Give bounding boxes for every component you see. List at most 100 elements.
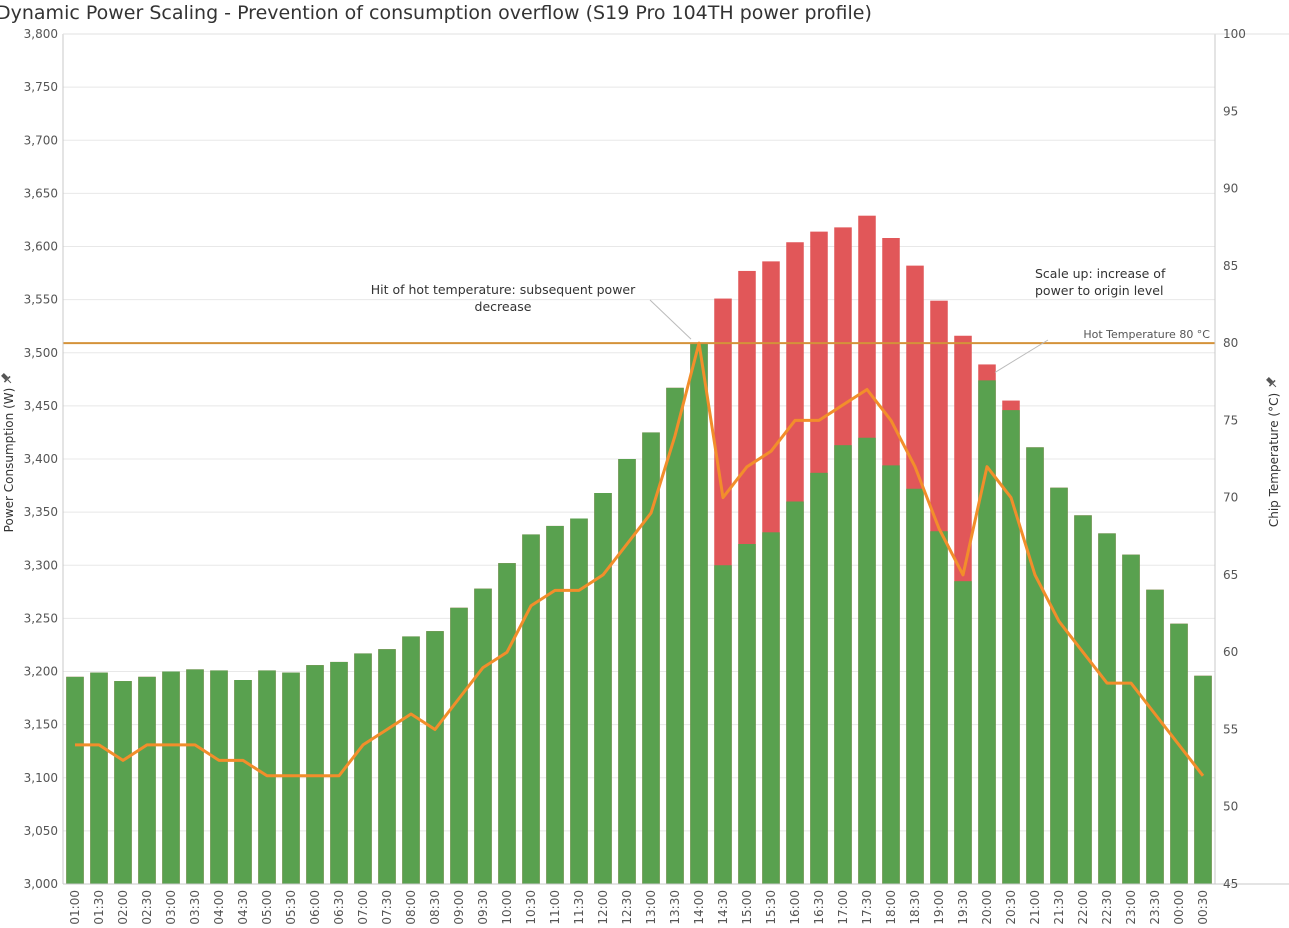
y2-axis-pin-icon[interactable] bbox=[1265, 376, 1279, 390]
scaled-power-bar bbox=[210, 670, 228, 884]
y2-tick-label: 65 bbox=[1223, 568, 1238, 582]
x-tick-label: 07:00 bbox=[356, 890, 370, 925]
y-tick-label: 3,650 bbox=[24, 186, 58, 200]
scaled-power-bar bbox=[1026, 447, 1044, 884]
x-tick-label: 02:30 bbox=[140, 890, 154, 925]
scaled-power-bar bbox=[114, 681, 132, 884]
x-tick-label: 10:00 bbox=[500, 890, 514, 925]
x-tick-label: 20:30 bbox=[1004, 890, 1018, 925]
annotation-hot-hit-leader bbox=[649, 299, 692, 340]
y-tick-label: 3,300 bbox=[24, 558, 58, 572]
scaled-power-bar bbox=[570, 518, 588, 884]
x-tick-label: 19:30 bbox=[956, 890, 970, 925]
x-tick-label: 23:00 bbox=[1124, 890, 1138, 925]
scaled-power-bar bbox=[498, 563, 516, 884]
scaled-power-bar bbox=[762, 532, 780, 884]
x-tick-label: 13:00 bbox=[644, 890, 658, 925]
x-tick-label: 04:00 bbox=[212, 890, 226, 925]
scaled-power-bar bbox=[882, 465, 900, 884]
y-tick-label: 3,200 bbox=[24, 665, 58, 679]
x-tick-label: 04:30 bbox=[236, 890, 250, 925]
scaled-power-bar bbox=[546, 525, 564, 884]
y2-tick-label: 85 bbox=[1223, 259, 1238, 273]
x-tick-label: 18:30 bbox=[908, 890, 922, 925]
y-axis-pin-icon[interactable] bbox=[0, 372, 14, 386]
scaled-power-bar bbox=[234, 680, 252, 884]
y-tick-label: 3,100 bbox=[24, 771, 58, 785]
scaled-power-bar bbox=[786, 501, 804, 884]
x-tick-label: 14:30 bbox=[716, 890, 730, 925]
annotation-hot-hit-line1: Hit of hot temperature: subsequent power bbox=[371, 282, 636, 297]
x-tick-label: 12:30 bbox=[620, 890, 634, 925]
x-tick-label: 19:00 bbox=[932, 890, 946, 925]
scaled-power-bar bbox=[186, 669, 204, 884]
x-tick-label: 21:30 bbox=[1052, 890, 1066, 925]
x-tick-label: 11:30 bbox=[572, 890, 586, 925]
x-tick-label: 06:30 bbox=[332, 890, 346, 925]
x-tick-label: 17:00 bbox=[836, 890, 850, 925]
x-tick-label: 01:00 bbox=[68, 890, 82, 925]
scaled-power-bar bbox=[162, 671, 180, 884]
scaled-power-bar bbox=[378, 649, 396, 884]
x-tick-label: 01:30 bbox=[92, 890, 106, 925]
scaled-power-bar bbox=[402, 636, 420, 884]
scaled-power-bar bbox=[906, 488, 924, 884]
scaled-power-bar bbox=[1194, 675, 1212, 884]
x-tick-label: 08:00 bbox=[404, 890, 418, 925]
x-axis-ticks: 01:00 01:30 02:00 02:30 03:00 03:30 04:00 04:30… bbox=[68, 890, 1210, 925]
scaled-power-bar bbox=[810, 472, 828, 884]
scaled-power-bar bbox=[426, 631, 444, 884]
x-tick-label: 02:00 bbox=[116, 890, 130, 925]
scaled-power-bar bbox=[1074, 515, 1092, 884]
y2-tick-label: 50 bbox=[1223, 800, 1238, 814]
x-tick-label: 03:30 bbox=[188, 890, 202, 925]
y2-tick-label: 60 bbox=[1223, 645, 1238, 659]
x-tick-label: 08:30 bbox=[428, 890, 442, 925]
x-tick-label: 00:00 bbox=[1172, 890, 1186, 925]
x-tick-label: 15:30 bbox=[764, 890, 778, 925]
annotation-scale-up-line2: power to origin level bbox=[1035, 283, 1163, 298]
x-tick-label: 15:00 bbox=[740, 890, 754, 925]
scaled-power-bar bbox=[594, 493, 612, 884]
x-tick-label: 07:30 bbox=[380, 890, 394, 925]
scaled-power-bar bbox=[1002, 410, 1020, 884]
x-tick-label: 23:30 bbox=[1148, 890, 1162, 925]
y-tick-label: 3,700 bbox=[24, 133, 58, 147]
x-tick-label: 00:30 bbox=[1196, 890, 1210, 925]
y2-tick-label: 95 bbox=[1223, 104, 1238, 118]
y2-tick-label: 90 bbox=[1223, 182, 1238, 196]
scaled-power-bar bbox=[522, 534, 540, 884]
scaled-power-bar bbox=[450, 607, 468, 884]
y-tick-label: 3,350 bbox=[24, 505, 58, 519]
y2-axis-label: Chip Temperature (°C) bbox=[1267, 393, 1281, 527]
scaled-power-bar bbox=[666, 387, 684, 884]
scaled-power-bar bbox=[66, 676, 84, 884]
scaled-power-bar bbox=[90, 672, 108, 884]
annotation-hot-hit-line2: decrease bbox=[475, 299, 532, 314]
scaled-power-bar bbox=[138, 676, 156, 884]
scaled-power-bar bbox=[1122, 554, 1140, 884]
left-axis-ticks: 3,000 3,050 3,100 3,150 3,200 3,250 3,300 3,350… bbox=[24, 27, 58, 891]
x-tick-label: 18:00 bbox=[884, 890, 898, 925]
scaled-power-bar bbox=[978, 380, 996, 884]
x-tick-label: 22:00 bbox=[1076, 890, 1090, 925]
annotation-scale-up-line1: Scale up: increase of bbox=[1035, 266, 1166, 281]
y2-tick-label: 45 bbox=[1223, 877, 1238, 891]
x-tick-label: 05:00 bbox=[260, 890, 274, 925]
x-tick-label: 03:00 bbox=[164, 890, 178, 925]
scaled-power-bar bbox=[354, 653, 372, 884]
chart-title: Dynamic Power Scaling - Prevention of co… bbox=[0, 2, 872, 24]
x-tick-label: 05:30 bbox=[284, 890, 298, 925]
scaled-power-bar bbox=[282, 672, 300, 884]
scaled-power-bar bbox=[1170, 623, 1188, 884]
scaled-power-bar bbox=[954, 581, 972, 884]
scaled-power-bars bbox=[66, 343, 1212, 884]
right-axis-ticks: 45 50 55 60 65 70 75 80 85 90 95 100 bbox=[1223, 27, 1246, 891]
annotation-scale-up-leader bbox=[994, 339, 1049, 373]
scaled-power-bar bbox=[834, 445, 852, 884]
axes bbox=[62, 33, 1289, 885]
x-tick-label: 11:00 bbox=[548, 890, 562, 925]
y-tick-label: 3,000 bbox=[24, 877, 58, 891]
x-tick-label: 09:00 bbox=[452, 890, 466, 925]
